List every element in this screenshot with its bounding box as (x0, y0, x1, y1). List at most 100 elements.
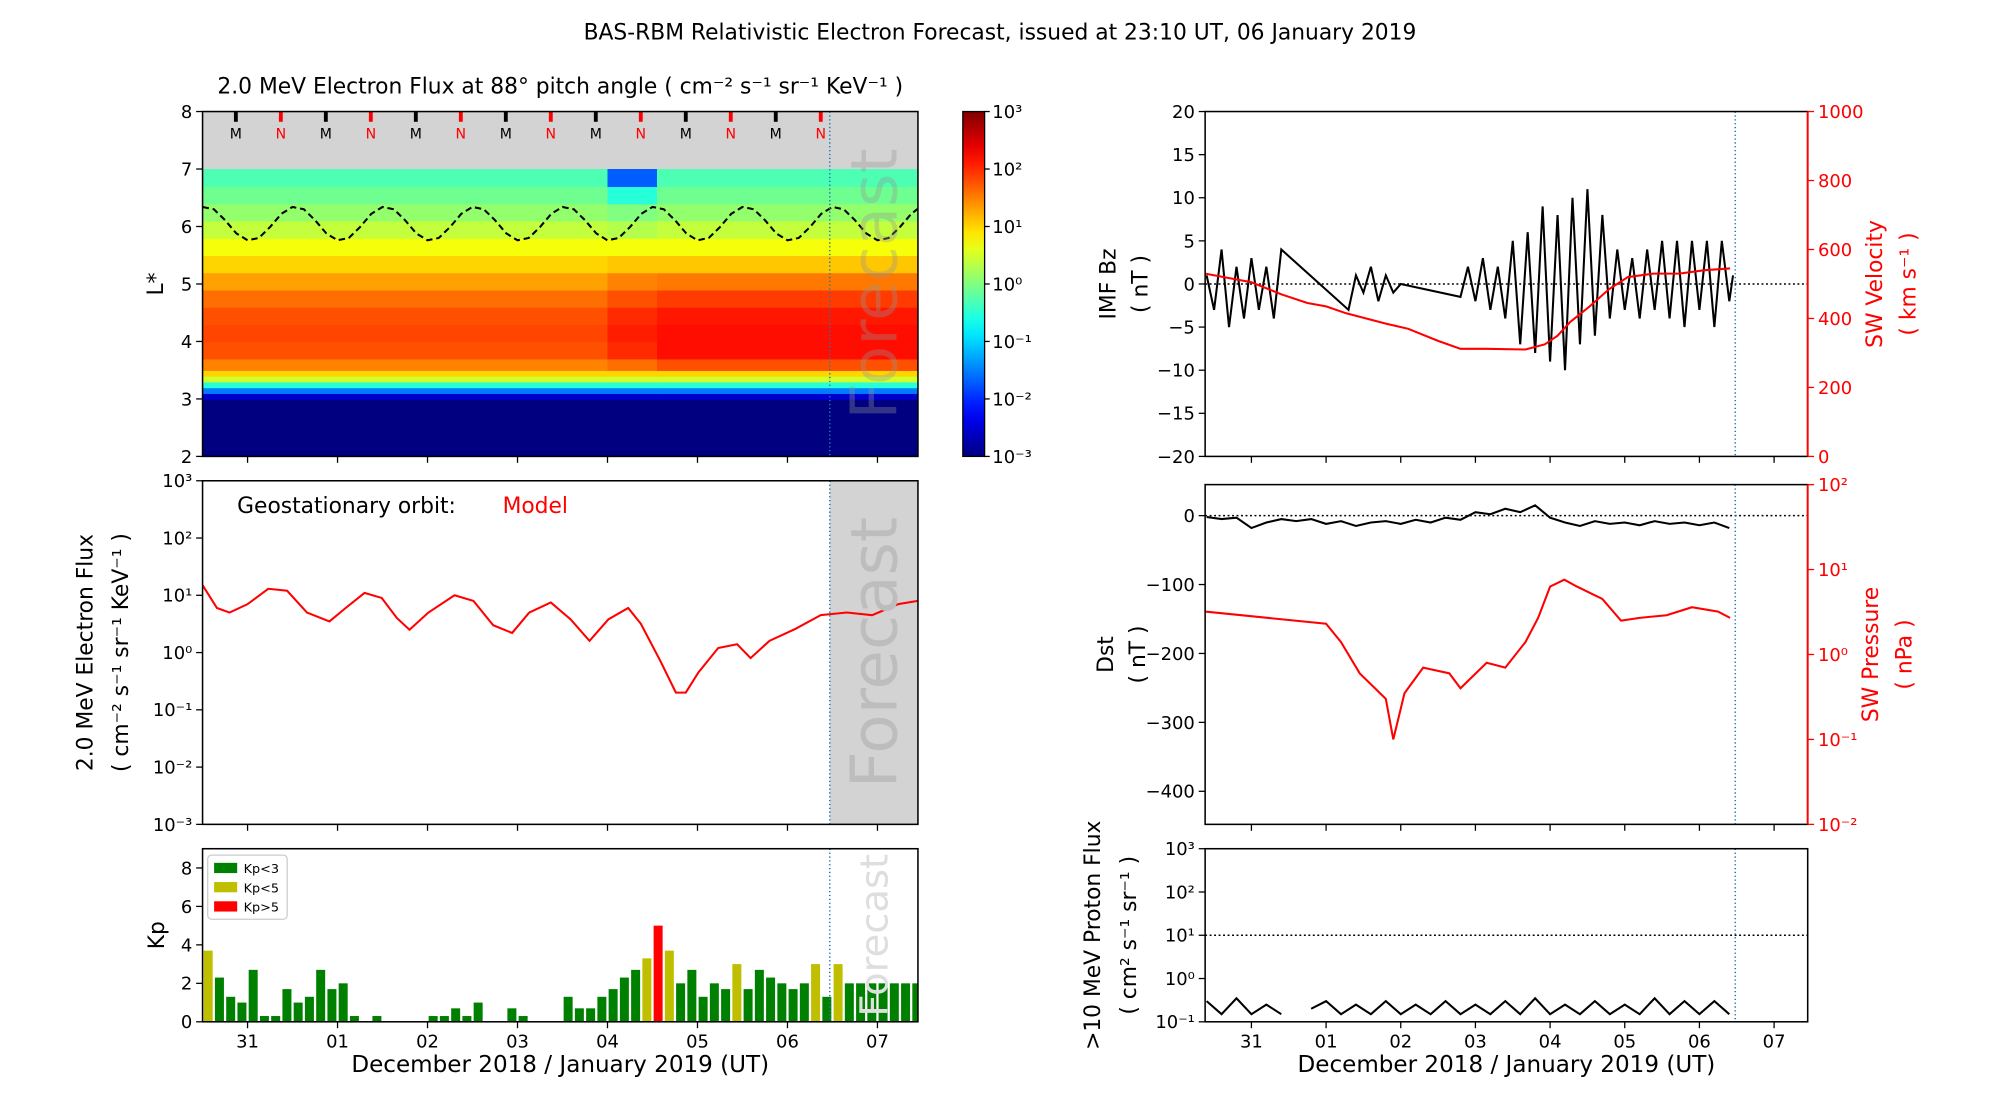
y-axis-label: L* (144, 272, 169, 295)
kp-bar (586, 1008, 596, 1022)
kp-bar (214, 977, 224, 1022)
kp-bar (507, 1008, 517, 1022)
y-tick-label: 2 (181, 447, 192, 468)
mlt-label: M (230, 126, 242, 142)
y-tick-label: 10¹ (1165, 926, 1195, 947)
y-axis-label: >10 MeV Proton Flux (1081, 820, 1106, 1049)
y-tick-label: −300 (1146, 713, 1195, 734)
x-tick-label: 06 (776, 1031, 799, 1052)
figure-title: BAS-RBM Relativistic Electron Forecast, … (584, 21, 1417, 46)
y-tick-label: 8 (181, 102, 192, 123)
x-tick-label: 07 (1763, 1031, 1786, 1052)
mlt-label: M (320, 126, 332, 142)
x-tick-label: 05 (1613, 1031, 1636, 1052)
kp-bar (878, 983, 888, 1022)
y-tick-label: 7 (181, 159, 192, 180)
mlt-label: N (366, 126, 377, 142)
kp-bar (608, 989, 618, 1022)
y2-tick-label: 400 (1818, 309, 1852, 330)
heatmap-cell (607, 358, 658, 371)
y-tick-label: 10² (162, 528, 192, 549)
legend-swatch (214, 901, 238, 912)
y-tick-label: 10⁰ (1165, 969, 1195, 990)
heatmap-cell (656, 237, 918, 257)
heatmap-cell (656, 255, 918, 274)
forecast-watermark: Forecast (838, 148, 912, 419)
x-tick-label: 04 (1539, 1031, 1562, 1052)
mlt-label: M (500, 126, 512, 142)
y-tick-label: 10¹ (162, 586, 192, 607)
kp-bar (901, 983, 911, 1022)
kp-bar (237, 1002, 247, 1022)
kp-bar (732, 964, 742, 1022)
heatmap-cell (656, 272, 918, 291)
y-tick-label: −200 (1146, 644, 1195, 665)
y-tick-label: 6 (181, 217, 192, 238)
y-tick-label: 5 (181, 274, 192, 295)
colorbar-tick-label: 10² (992, 159, 1022, 180)
y-tick-label: 10 (1172, 188, 1195, 209)
heatmap-cell (607, 370, 658, 377)
heatmap-cell (607, 289, 658, 308)
y-tick-label: 4 (181, 935, 192, 956)
heatmap-cell (656, 398, 918, 457)
plot-layer (1205, 934, 1808, 1016)
y-tick-label: −10 (1157, 361, 1195, 382)
heatmap-cell (607, 387, 658, 394)
y2-tick-label: 10⁰ (1818, 645, 1848, 666)
kp-bar (754, 969, 764, 1022)
x-tick-label: 06 (1688, 1031, 1711, 1052)
heatmap-cell (656, 387, 918, 394)
y-tick-label: 0 (181, 1012, 192, 1033)
y-tick-label: 6 (181, 897, 192, 918)
x-tick-label: 05 (686, 1031, 709, 1052)
x-tick-label: 03 (506, 1031, 529, 1052)
y-tick-label: 10³ (1165, 839, 1195, 860)
kp-bar (844, 983, 854, 1022)
x-tick-label: 01 (1315, 1031, 1338, 1052)
kp-bar (563, 996, 573, 1022)
kp-bar (248, 969, 258, 1022)
kp-bar (856, 983, 866, 1022)
mlt-label: N (276, 126, 287, 142)
x-tick-label: 02 (416, 1031, 439, 1052)
kp-bar (653, 925, 663, 1022)
y-tick-label: 10² (1165, 882, 1195, 903)
heatmap-cell (202, 203, 609, 222)
plot-area (202, 848, 918, 1022)
heatmap-cell (202, 220, 609, 239)
y-tick-label: 10⁰ (162, 643, 192, 664)
plot-layer (1205, 189, 1808, 371)
kp-bar (676, 983, 686, 1022)
heatmap-cell (656, 381, 918, 389)
heatmap-cell (202, 370, 609, 377)
y-tick-label: 0 (1183, 506, 1194, 527)
heatmap-cell (202, 393, 609, 400)
kp-bar (271, 1016, 281, 1022)
heatmap-cell (202, 272, 609, 291)
colorbar-tick-label: 10⁰ (992, 274, 1022, 295)
legend-label: Kp>5 (244, 901, 279, 916)
y-axis-label: ( nT ) (1128, 255, 1153, 313)
heatmap-cell (202, 169, 609, 188)
kp-bar (709, 983, 719, 1022)
heatmap-cell (202, 375, 609, 383)
heatmap-cell (656, 375, 918, 383)
heatmap-cell (607, 220, 658, 239)
kp-bar (451, 1008, 461, 1022)
legend-swatch (214, 882, 238, 893)
forecast-region (829, 480, 918, 825)
kp-bar (833, 964, 843, 1022)
y-tick-label: 3 (181, 389, 192, 410)
heatmap-cell (202, 289, 609, 308)
kp-bar (597, 996, 607, 1022)
y-tick-label: 5 (1183, 231, 1194, 252)
kp-bar (473, 1002, 483, 1022)
heatmap-cell (656, 341, 918, 360)
kp-bar (788, 989, 798, 1022)
data-line (202, 584, 918, 694)
kp-bar (698, 996, 708, 1022)
y-tick-label: 15 (1172, 145, 1195, 166)
